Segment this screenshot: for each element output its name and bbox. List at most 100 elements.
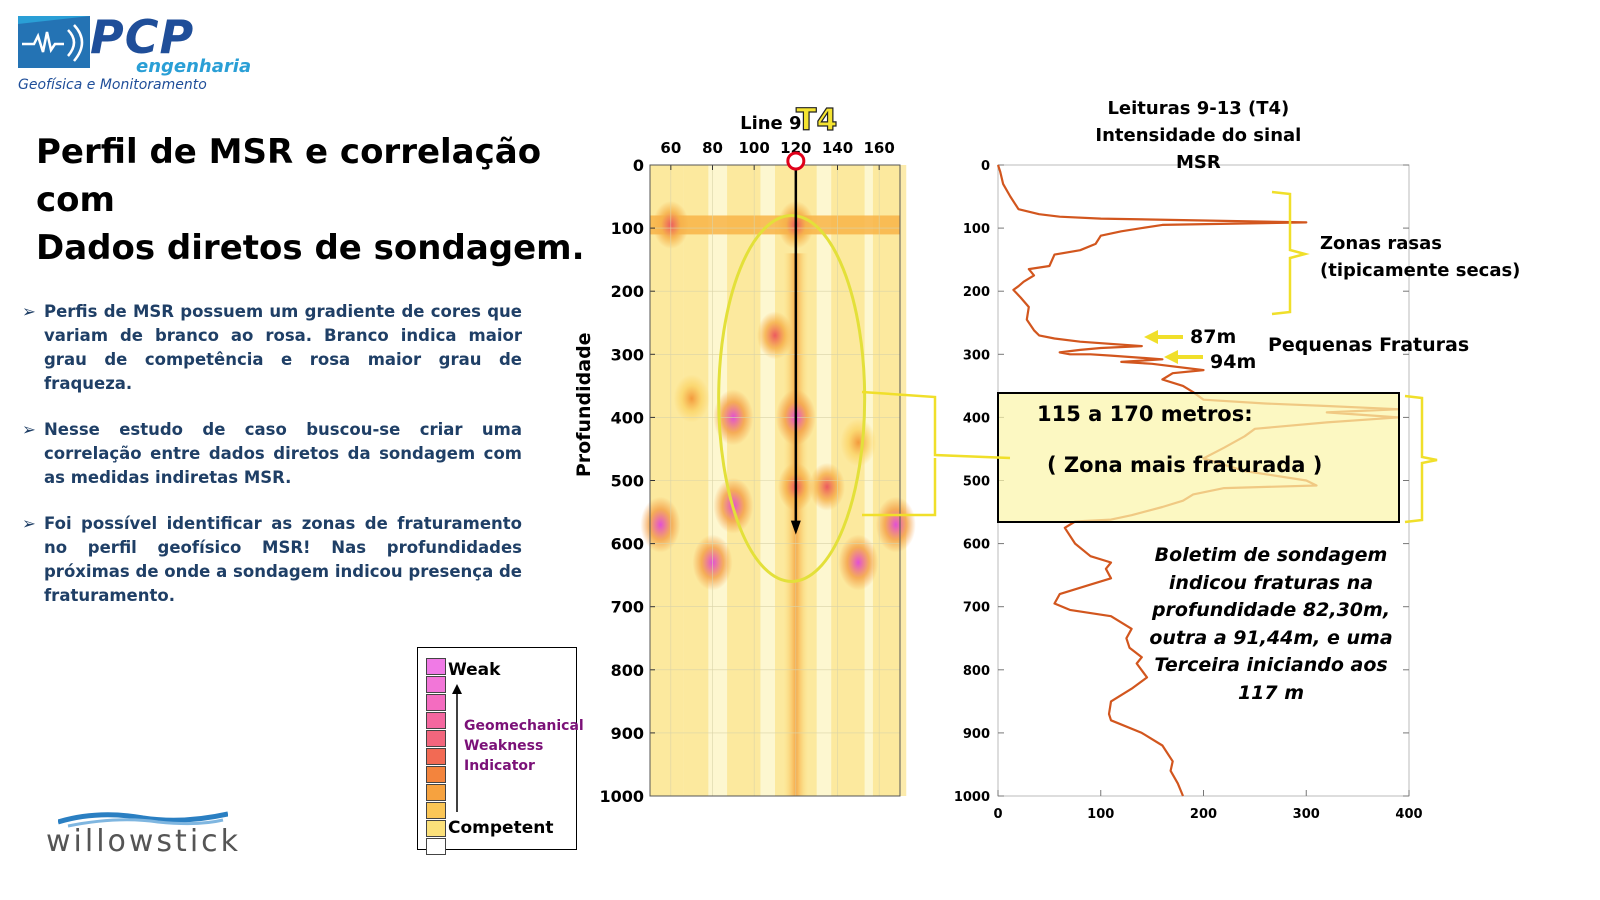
- heatmap-hotspot: [809, 462, 846, 511]
- willowstick-wordmark: willowstick: [46, 824, 242, 859]
- legend-swatch: [426, 838, 446, 855]
- pcp-logo: PCP engenharia Geofísica e Monitoramento: [18, 10, 251, 93]
- legend-indicator-line: Weakness: [464, 738, 544, 754]
- heatmap-x-tick-label: 120: [780, 139, 811, 157]
- legend-swatch: [426, 730, 446, 747]
- willowstick-wave-icon: [58, 811, 228, 828]
- legend-indicator-label: Geomechanical Weakness Indicator: [464, 716, 584, 776]
- bullet-text: Perfis de MSR possuem um gradiente de co…: [44, 302, 522, 393]
- linechart-y-tick-label: 600: [963, 538, 990, 553]
- pcp-logo-icon: [18, 16, 90, 68]
- linechart-y-tick-label: 1000: [954, 790, 990, 805]
- heatmap-hotspot: [673, 374, 710, 423]
- heatmap-y-tick-label: 800: [611, 661, 644, 680]
- bullet-list: ➢ Perfis de MSR possuem um gradiente de …: [22, 300, 522, 630]
- heatmap-ylabel: Profundidade: [573, 332, 595, 477]
- page-title-line-1: Perfil de MSR e correlação com: [36, 132, 542, 220]
- heatmap-x-tick-label: 160: [864, 139, 895, 157]
- linechart-x-tick-label: 100: [1087, 807, 1114, 822]
- heatmap-y-tick-label: 400: [611, 408, 644, 427]
- linechart-y-tick-label: 500: [963, 475, 990, 490]
- arrow-94m-icon: [1164, 350, 1203, 364]
- fractured-zone-bracket-icon: [1404, 394, 1438, 524]
- linechart-title-line: Intensidade do sinal: [1095, 125, 1301, 146]
- linechart-y-tick-label: 300: [963, 348, 990, 363]
- page-title-line-2: Dados diretos de sondagem.: [36, 228, 585, 268]
- arrow-bullet-icon: ➢: [22, 302, 36, 321]
- legend-competent-label: Competent: [448, 818, 554, 838]
- heatmap-hotspot: [757, 311, 793, 360]
- heatmap-y-tick-label: 200: [611, 282, 644, 301]
- heatmap-x-tick-label: 140: [822, 139, 853, 157]
- heatmap-hotspot: [838, 534, 879, 591]
- page-title: Perfil de MSR e correlação com Dados dir…: [36, 128, 616, 272]
- heatmap-title: Line 9: [740, 113, 801, 134]
- linechart-x-tick-label: 400: [1395, 807, 1422, 822]
- heatmap-y-tick-label: 0: [633, 156, 644, 175]
- bullet-text: Foi possível identificar as zonas de fra…: [44, 514, 522, 605]
- legend-swatch: [426, 802, 446, 819]
- boletim-sondagem-note: Boletim de sondagem indicou fraturas na …: [1140, 542, 1402, 707]
- arrow-87m-icon: [1144, 330, 1183, 344]
- heatmap-hotspot: [875, 496, 916, 553]
- bullet-item: ➢ Perfis de MSR possuem um gradiente de …: [22, 300, 522, 396]
- fractured-zone-box: 115 a 170 metros: ( Zona mais fraturada …: [997, 392, 1400, 523]
- fractured-zone-range: 115 a 170 metros:: [1037, 402, 1253, 426]
- legend-swatch: [426, 712, 446, 729]
- linechart-y-tick-label: 400: [963, 411, 990, 426]
- arrow-94m-label: 94m: [1210, 351, 1257, 373]
- heatmap-x-tick-label: 100: [739, 139, 770, 157]
- linechart-title-line: MSR: [1176, 152, 1221, 173]
- legend-swatch: [426, 694, 446, 711]
- zonas-rasas-line: (tipicamente secas): [1320, 260, 1521, 281]
- legend-swatch: [426, 784, 446, 801]
- legend-weak-label: Weak: [448, 660, 501, 680]
- legend-swatch: [426, 676, 446, 693]
- connector-bracket-icon: [861, 390, 1011, 517]
- legend-swatch: [426, 658, 446, 675]
- pcp-logo-wordmark: PCP: [90, 10, 195, 64]
- heatmap-x-tick-label: 80: [702, 139, 723, 157]
- legend-swatch: [426, 766, 446, 783]
- heatmap-x-tick-label: 60: [660, 139, 681, 157]
- legend-swatches: [426, 658, 446, 856]
- linechart-y-tick-label: 900: [963, 727, 990, 742]
- boletim-line: Boletim de sondagem: [1154, 544, 1388, 566]
- linechart-x-tick-label: 0: [993, 807, 1002, 822]
- linechart-y-tick-label: 100: [963, 222, 990, 237]
- fracture-ellipse: [717, 213, 867, 583]
- heatmap-y-tick-label: 700: [611, 598, 644, 617]
- linechart-y-tick-label: 800: [963, 664, 990, 679]
- heatmap-y-tick-label: 1000: [599, 787, 644, 806]
- boletim-line: outra a 91,44m, e uma: [1149, 626, 1393, 649]
- legend-arrow-icon: [452, 684, 462, 812]
- pequenas-fraturas-label: Pequenas Fraturas: [1268, 334, 1470, 356]
- boletim-line: 117 m: [1237, 681, 1305, 704]
- heatmap-y-tick-label: 100: [611, 219, 644, 238]
- borehole-collar-icon: [786, 151, 806, 171]
- linechart-y-tick-label: 0: [981, 159, 990, 174]
- heatmap-hotspot: [840, 418, 877, 467]
- msr-heatmap-chart: 60 80 100 120 140 160 0 100 200 300 400 500 600 700 80…: [573, 102, 916, 806]
- zonas-rasas-label: Zonas rasas (tipicamente secas): [1320, 230, 1520, 284]
- arrow-87m-label: 87m: [1190, 326, 1237, 348]
- legend-swatch: [426, 748, 446, 765]
- linechart-x-tick-label: 200: [1190, 807, 1217, 822]
- bullet-item: ➢ Foi possível identificar as zonas de f…: [22, 512, 522, 608]
- bullet-item: ➢ Nesse estudo de caso buscou-se criar u…: [22, 418, 522, 490]
- heatmap-y-tick-label: 300: [611, 345, 644, 364]
- heatmap-y-tick-label: 900: [611, 724, 644, 743]
- heatmap-marker-t4: T4: [796, 103, 837, 138]
- bullet-text: Nesse estudo de caso buscou-se criar uma…: [44, 420, 522, 487]
- legend-indicator-line: Indicator: [464, 758, 535, 774]
- borehole-arrowhead-icon: [790, 520, 801, 535]
- heatmap-frame: [649, 164, 901, 797]
- legend-indicator-line: Geomechanical: [464, 718, 584, 734]
- linechart-title-line: Leituras 9-13 (T4): [1107, 98, 1289, 119]
- pcp-logo-tagline: Geofísica e Monitoramento: [18, 77, 207, 93]
- legend-swatch: [426, 820, 446, 837]
- arrow-bullet-icon: ➢: [22, 514, 36, 533]
- heatmap-y-tick-label: 500: [611, 472, 644, 491]
- willowstick-logo: willowstick: [46, 808, 238, 868]
